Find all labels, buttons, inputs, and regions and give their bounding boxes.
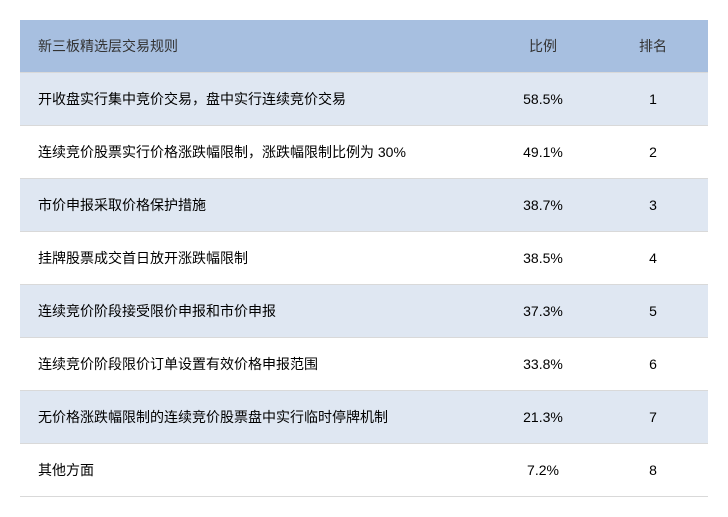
table-row: 连续竞价阶段限价订单设置有效价格申报范围 33.8% 6 — [20, 338, 708, 391]
col-header-rule: 新三板精选层交易规则 — [20, 20, 488, 73]
cell-rank: 4 — [598, 232, 708, 285]
cell-rule: 开收盘实行集中竞价交易，盘中实行连续竞价交易 — [20, 73, 488, 126]
cell-rank: 3 — [598, 179, 708, 232]
table-row: 挂牌股票成交首日放开涨跌幅限制 38.5% 4 — [20, 232, 708, 285]
cell-rank: 1 — [598, 73, 708, 126]
cell-ratio: 7.2% — [488, 444, 598, 497]
cell-ratio: 38.5% — [488, 232, 598, 285]
table-row: 无价格涨跌幅限制的连续竞价股票盘中实行临时停牌机制 21.3% 7 — [20, 391, 708, 444]
rules-table: 新三板精选层交易规则 比例 排名 开收盘实行集中竞价交易，盘中实行连续竞价交易 … — [20, 20, 708, 497]
cell-rule: 连续竞价阶段限价订单设置有效价格申报范围 — [20, 338, 488, 391]
cell-rule: 其他方面 — [20, 444, 488, 497]
cell-ratio: 49.1% — [488, 126, 598, 179]
cell-rank: 2 — [598, 126, 708, 179]
table-row: 市价申报采取价格保护措施 38.7% 3 — [20, 179, 708, 232]
cell-ratio: 33.8% — [488, 338, 598, 391]
cell-ratio: 21.3% — [488, 391, 598, 444]
cell-ratio: 37.3% — [488, 285, 598, 338]
cell-rule: 连续竞价股票实行价格涨跌幅限制，涨跌幅限制比例为 30% — [20, 126, 488, 179]
cell-rule: 无价格涨跌幅限制的连续竞价股票盘中实行临时停牌机制 — [20, 391, 488, 444]
table-row: 其他方面 7.2% 8 — [20, 444, 708, 497]
table-row: 连续竞价股票实行价格涨跌幅限制，涨跌幅限制比例为 30% 49.1% 2 — [20, 126, 708, 179]
cell-rank: 6 — [598, 338, 708, 391]
cell-rule: 挂牌股票成交首日放开涨跌幅限制 — [20, 232, 488, 285]
cell-rank: 7 — [598, 391, 708, 444]
cell-ratio: 38.7% — [488, 179, 598, 232]
cell-rank: 5 — [598, 285, 708, 338]
cell-rank: 8 — [598, 444, 708, 497]
table-header-row: 新三板精选层交易规则 比例 排名 — [20, 20, 708, 73]
cell-rule: 连续竞价阶段接受限价申报和市价申报 — [20, 285, 488, 338]
cell-ratio: 58.5% — [488, 73, 598, 126]
col-header-ratio: 比例 — [488, 20, 598, 73]
cell-rule: 市价申报采取价格保护措施 — [20, 179, 488, 232]
table-row: 开收盘实行集中竞价交易，盘中实行连续竞价交易 58.5% 1 — [20, 73, 708, 126]
table-row: 连续竞价阶段接受限价申报和市价申报 37.3% 5 — [20, 285, 708, 338]
col-header-rank: 排名 — [598, 20, 708, 73]
